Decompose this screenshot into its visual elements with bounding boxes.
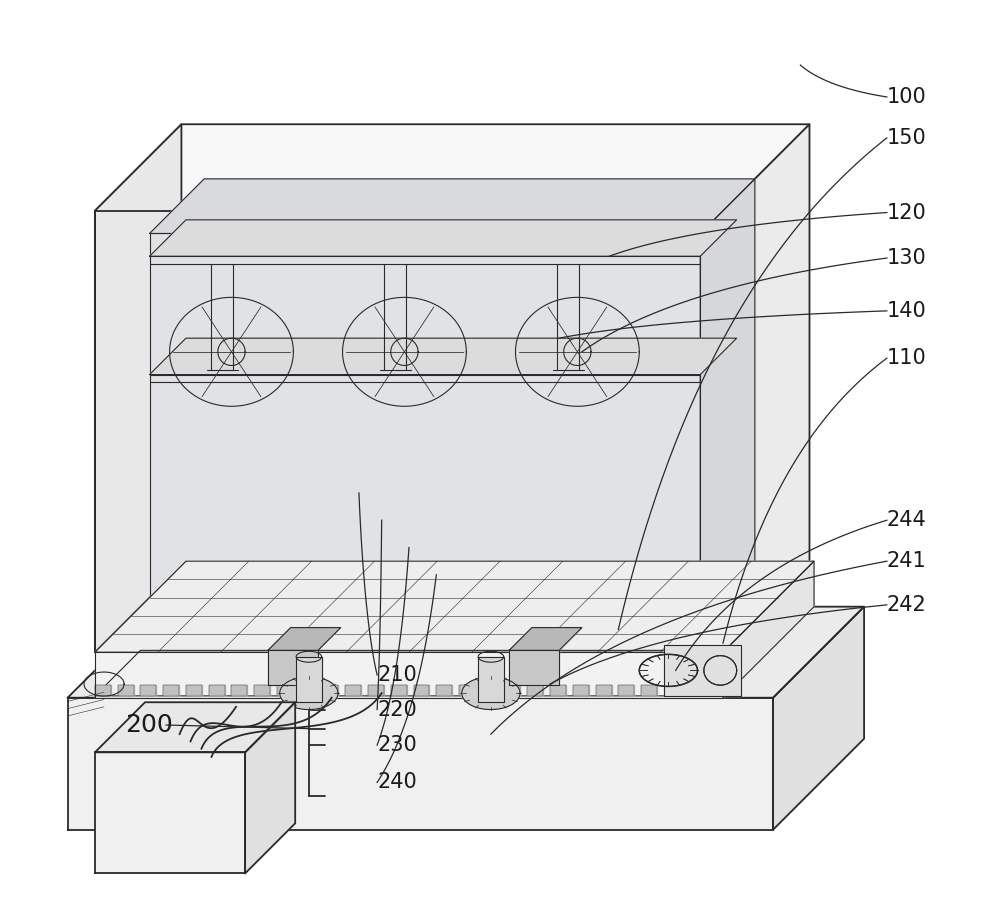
Polygon shape [245,702,295,874]
Polygon shape [664,645,741,696]
Polygon shape [268,627,341,650]
Polygon shape [414,685,429,696]
Text: 200: 200 [125,713,173,737]
Polygon shape [95,752,245,874]
Polygon shape [95,211,723,652]
Polygon shape [462,677,520,709]
Polygon shape [391,685,407,696]
Text: 130: 130 [887,248,927,268]
Text: 242: 242 [887,595,927,614]
Polygon shape [95,650,709,696]
Polygon shape [150,234,700,638]
Polygon shape [118,685,134,696]
Polygon shape [150,220,737,257]
Polygon shape [573,685,589,696]
Polygon shape [641,685,657,696]
Polygon shape [723,124,809,652]
Polygon shape [280,677,338,709]
Polygon shape [209,685,225,696]
Text: 240: 240 [377,772,417,792]
Polygon shape [345,685,361,696]
Polygon shape [459,685,475,696]
Polygon shape [505,685,520,696]
Polygon shape [478,656,504,702]
Polygon shape [268,650,318,685]
Polygon shape [68,606,864,698]
Polygon shape [95,685,111,696]
Polygon shape [509,627,582,650]
Polygon shape [368,685,384,696]
Polygon shape [163,685,179,696]
Text: 100: 100 [887,87,927,107]
Polygon shape [186,685,202,696]
Polygon shape [436,685,452,696]
Text: 210: 210 [377,665,417,685]
Polygon shape [296,656,322,702]
Polygon shape [527,685,543,696]
Polygon shape [700,179,755,638]
Polygon shape [95,702,295,752]
Polygon shape [482,685,498,696]
Polygon shape [140,685,156,696]
Polygon shape [231,685,247,696]
Text: 140: 140 [887,301,927,320]
Text: 220: 220 [377,699,417,719]
Polygon shape [300,685,316,696]
Polygon shape [773,606,864,830]
Polygon shape [618,685,634,696]
Polygon shape [323,685,338,696]
Text: 150: 150 [887,128,927,148]
Text: 230: 230 [377,735,417,755]
Polygon shape [150,338,737,374]
Polygon shape [95,124,181,652]
Polygon shape [254,685,270,696]
Polygon shape [68,698,773,830]
Text: 244: 244 [887,510,927,530]
Text: 241: 241 [887,551,927,572]
Text: 120: 120 [887,203,927,223]
Polygon shape [150,179,755,234]
Polygon shape [95,561,814,652]
Polygon shape [277,685,293,696]
Text: 110: 110 [887,348,927,368]
Polygon shape [723,561,814,698]
Polygon shape [509,650,559,685]
Polygon shape [550,685,566,696]
Polygon shape [95,652,723,698]
Polygon shape [596,685,612,696]
Polygon shape [95,124,809,211]
